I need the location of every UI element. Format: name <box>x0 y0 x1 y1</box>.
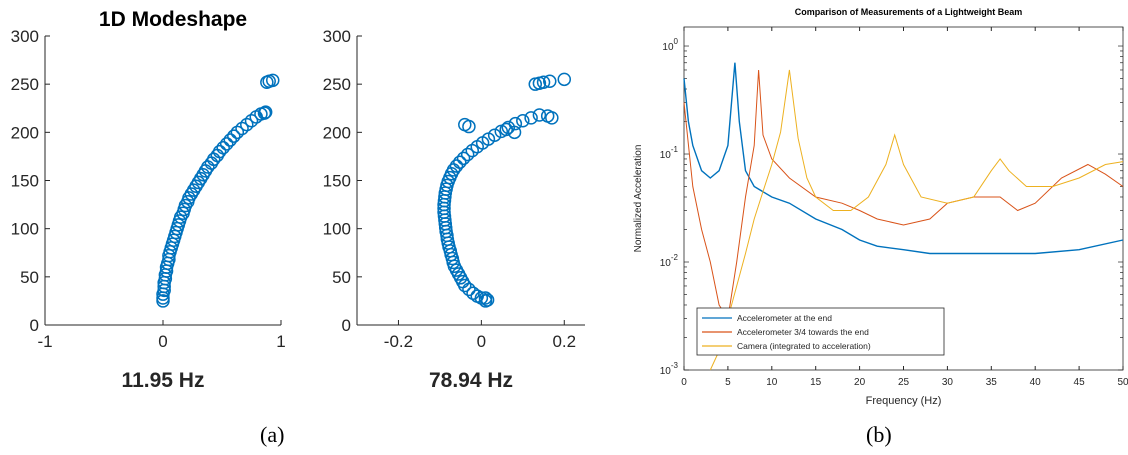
x-tick-label: 1 <box>276 332 285 351</box>
data-point <box>235 121 249 136</box>
data-point <box>260 75 274 89</box>
y-tick-label: 150 <box>11 172 39 191</box>
legend-box <box>696 307 945 356</box>
x-axis-label: 11.95 Hz <box>122 369 205 392</box>
frequency-response-plot: 0 5 10 15 20 25 30 35 40 45 50 10-3 10-2 10-1 100 Accel… <box>633 7 1128 407</box>
data-point <box>557 72 572 87</box>
y-tick-label: 200 <box>323 123 351 142</box>
modeshape-plot-2: 0 50 100 150 200 250 300 -0.2 0 0.2 78.94 Hz <box>323 27 585 392</box>
data-point <box>219 137 234 151</box>
data-point <box>507 125 522 140</box>
y-tick-label: 100 <box>323 220 351 239</box>
legend-label-1: Accelerometer at the end <box>737 313 832 323</box>
data-point <box>216 140 230 155</box>
y-tick-label: 10-3 <box>660 361 679 377</box>
data-point <box>258 105 273 119</box>
y-tick-label: 250 <box>323 75 351 94</box>
caption-b: (b) <box>866 422 892 447</box>
y-tick-label: 300 <box>11 27 39 46</box>
data-point <box>265 73 280 88</box>
data-point <box>446 163 461 177</box>
y-tick-label: 0 <box>342 316 351 335</box>
data-point <box>223 133 238 147</box>
y-tick-label: 10-2 <box>660 253 679 269</box>
x-tick-label: 5 <box>725 377 731 388</box>
data-point <box>240 117 254 132</box>
y-tick-label: 150 <box>323 172 351 191</box>
series-line-3 <box>709 69 1124 371</box>
y-tick-label: 100 <box>662 37 678 53</box>
caption-a: (a) <box>260 422 285 447</box>
y-tick-label: 200 <box>11 123 39 142</box>
y-tick-label: 10-1 <box>660 145 679 161</box>
y-axis-label: Normalized Acceleration <box>633 145 644 253</box>
data-point <box>212 144 227 159</box>
data-point <box>244 114 259 128</box>
data-point <box>227 129 241 143</box>
x-tick-label: 0.2 <box>552 332 576 351</box>
data-point <box>536 75 551 89</box>
data-point <box>528 77 543 91</box>
data-point <box>499 122 513 137</box>
data-point <box>462 119 476 134</box>
chart-title: Comparison of Measurements of a Lightwei… <box>795 7 1023 17</box>
x-tick-label: 20 <box>854 377 866 388</box>
data-point <box>545 111 559 125</box>
x-tick-label: -1 <box>37 332 52 351</box>
chart-title: 1D Modeshape <box>99 8 247 31</box>
y-tick-label: 50 <box>20 268 39 287</box>
legend-label-3: Camera (integrated to acceleration) <box>737 341 871 351</box>
x-tick-label: 25 <box>898 377 910 388</box>
x-axis-label: 78.94 Hz <box>429 369 513 392</box>
y-tick-label: 100 <box>11 220 39 239</box>
x-axis-label: Frequency (Hz) <box>866 395 942 407</box>
data-point <box>480 293 495 307</box>
legend-label-2: Accelerometer 3/4 towards the end <box>737 327 869 337</box>
data-point <box>532 108 547 122</box>
x-tick-label: 0 <box>158 332 167 351</box>
data-point <box>487 128 502 142</box>
series-line-1 <box>683 62 1124 255</box>
x-tick-label: 45 <box>1074 377 1086 388</box>
x-tick-label: 0 <box>681 377 687 388</box>
y-tick-label: 50 <box>332 268 351 287</box>
data-point <box>257 106 272 120</box>
data-point <box>478 291 493 305</box>
y-tick-label: 0 <box>30 316 39 335</box>
data-point <box>206 152 221 167</box>
x-tick-label: 30 <box>942 377 954 388</box>
y-tick-label: 300 <box>323 27 351 46</box>
x-tick-label: 35 <box>986 377 998 388</box>
legend: Accelerometer at the end Accelerometer 3/… <box>696 307 945 356</box>
data-point <box>460 147 475 162</box>
data-point <box>449 159 464 173</box>
x-tick-label: -0.2 <box>384 332 413 351</box>
x-tick-label: 0 <box>477 332 486 351</box>
data-point <box>466 286 480 300</box>
data-point <box>543 74 557 89</box>
x-tick-label: 10 <box>766 377 778 388</box>
y-tick-label: 250 <box>11 75 39 94</box>
data-point <box>230 125 245 140</box>
x-tick-label: 50 <box>1117 377 1128 388</box>
data-point <box>456 151 471 166</box>
x-tick-label: 15 <box>810 377 822 388</box>
data-point <box>524 111 538 125</box>
data-point <box>453 155 467 169</box>
x-tick-label: 40 <box>1030 377 1042 388</box>
data-point <box>516 114 530 128</box>
